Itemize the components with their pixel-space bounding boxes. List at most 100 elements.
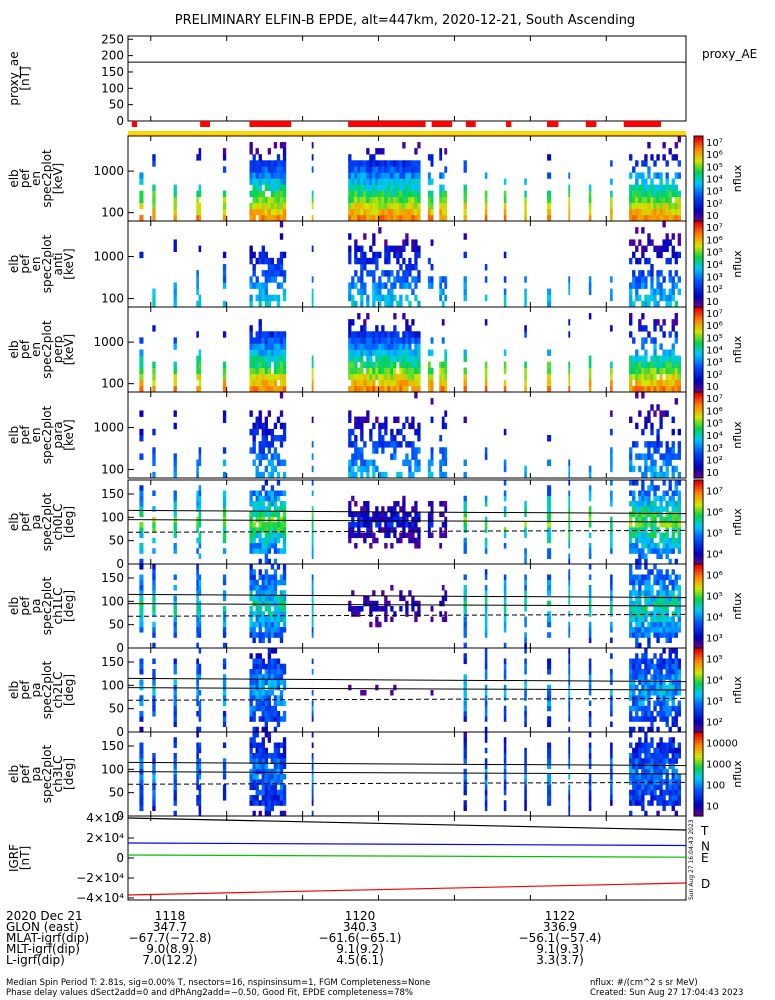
heatmap-cell bbox=[282, 574, 287, 581]
heatmap-cell bbox=[282, 711, 287, 717]
heatmap-cell bbox=[414, 166, 418, 173]
colorbar-cell bbox=[694, 519, 703, 523]
heatmap-cell bbox=[366, 313, 370, 320]
heatmap-cell bbox=[659, 679, 663, 686]
heatmap-cell bbox=[279, 574, 284, 581]
heatmap-cell bbox=[152, 632, 156, 638]
heatmap-cell bbox=[267, 548, 272, 554]
heatmap-cell bbox=[366, 184, 370, 191]
heatmap-cell bbox=[276, 789, 281, 796]
heatmap-cell bbox=[668, 522, 672, 528]
heatmap-cell bbox=[405, 202, 409, 210]
heatmap-cell bbox=[366, 471, 370, 479]
heatmap-cell bbox=[635, 543, 639, 549]
heatmap-cell bbox=[656, 190, 660, 198]
heatmap-cell bbox=[653, 684, 657, 691]
heatmap-cell bbox=[252, 663, 256, 670]
heatmap-cell bbox=[258, 511, 262, 518]
heatmap-cell bbox=[635, 774, 639, 780]
heatmap-cell bbox=[629, 532, 633, 539]
heatmap-cell bbox=[196, 270, 199, 277]
heatmap-cell bbox=[261, 695, 265, 701]
heatmap-cell bbox=[222, 611, 227, 617]
heatmap-cell bbox=[653, 679, 657, 686]
heatmap-cell bbox=[629, 705, 633, 712]
heatmap-cell bbox=[463, 495, 467, 502]
heatmap-cell bbox=[173, 422, 177, 430]
heatmap-cell bbox=[372, 343, 376, 350]
heatmap-cell bbox=[463, 543, 467, 549]
colorbar-cell bbox=[694, 572, 703, 576]
heatmap-cell bbox=[665, 768, 669, 775]
heatmap-cell bbox=[396, 337, 400, 344]
heatmap-cell bbox=[372, 606, 376, 612]
heatmap-cell bbox=[390, 516, 394, 523]
heatmap-cell bbox=[610, 490, 613, 497]
heatmap-cell bbox=[173, 621, 177, 628]
heatmap-cell bbox=[196, 726, 199, 733]
heatmap-cell bbox=[635, 789, 639, 796]
heatmap-cell bbox=[568, 522, 571, 528]
heatmap-cell bbox=[439, 148, 443, 155]
heatmap-cell bbox=[635, 684, 639, 691]
heatmap-cell bbox=[610, 574, 613, 581]
heatmap-cell bbox=[659, 410, 663, 417]
colorbar-cell bbox=[694, 690, 703, 693]
heatmap-cell bbox=[662, 616, 666, 623]
heatmap-cell bbox=[255, 148, 259, 155]
colorbar-label: nflux bbox=[731, 508, 744, 536]
heatmap-cell bbox=[650, 742, 654, 749]
heatmap-cell bbox=[503, 768, 507, 775]
heatmap-cell bbox=[444, 516, 448, 523]
heatmap-cell bbox=[650, 569, 654, 575]
colorbar-cell bbox=[694, 664, 703, 668]
heatmap-cell bbox=[653, 300, 657, 308]
colorbar-cell bbox=[694, 557, 703, 561]
heatmap-cell bbox=[650, 178, 654, 185]
heatmap-cell bbox=[252, 637, 256, 644]
heatmap-cell bbox=[348, 373, 352, 381]
heatmap-cell bbox=[261, 447, 265, 454]
heatmap-cell bbox=[677, 606, 681, 612]
heatmap-cell bbox=[354, 349, 358, 356]
heatmap-cell bbox=[381, 196, 385, 204]
heatmap-cell bbox=[222, 548, 227, 554]
heatmap-cell bbox=[662, 585, 666, 591]
heatmap-cell bbox=[357, 276, 361, 283]
heatmap-cell bbox=[270, 537, 275, 544]
heatmap-cell bbox=[348, 154, 352, 161]
heatmap-cell bbox=[351, 522, 355, 528]
heatmap-cell bbox=[674, 690, 678, 696]
heatmap-cell bbox=[261, 579, 265, 586]
heatmap-cell bbox=[198, 716, 202, 722]
heatmap-cell bbox=[273, 294, 278, 302]
heatmap-cell bbox=[252, 190, 256, 198]
heatmap-cell bbox=[152, 674, 156, 680]
heatmap-cell bbox=[273, 142, 278, 149]
heatmap-cell bbox=[264, 779, 268, 785]
heatmap-cell bbox=[384, 532, 388, 539]
heatmap-cell bbox=[659, 190, 663, 198]
heatmap-cell bbox=[366, 355, 370, 362]
colorbar-tick-label: 1000 bbox=[706, 760, 731, 771]
heatmap-cell bbox=[264, 270, 268, 277]
heatmap-cell bbox=[139, 385, 144, 393]
heatmap-cell bbox=[384, 257, 388, 265]
heatmap-cell bbox=[366, 465, 370, 473]
heatmap-cell bbox=[378, 300, 382, 308]
heatmap-cell bbox=[399, 202, 403, 210]
heatmap-cell bbox=[255, 616, 259, 623]
heatmap-cell bbox=[417, 600, 421, 607]
heatmap-cell bbox=[647, 726, 651, 733]
heatmap-cell bbox=[270, 627, 275, 633]
heatmap-cell bbox=[568, 574, 571, 581]
heatmap-cell bbox=[644, 441, 648, 448]
heatmap-cell bbox=[668, 621, 672, 628]
heatmap-cell bbox=[387, 196, 391, 204]
heatmap-cell bbox=[267, 627, 272, 633]
heatmap-cell bbox=[375, 373, 379, 381]
heatmap-cell bbox=[261, 768, 265, 775]
heatmap-cell bbox=[348, 410, 352, 417]
heatmap-cell bbox=[399, 379, 403, 387]
heatmap-cell bbox=[635, 548, 639, 554]
